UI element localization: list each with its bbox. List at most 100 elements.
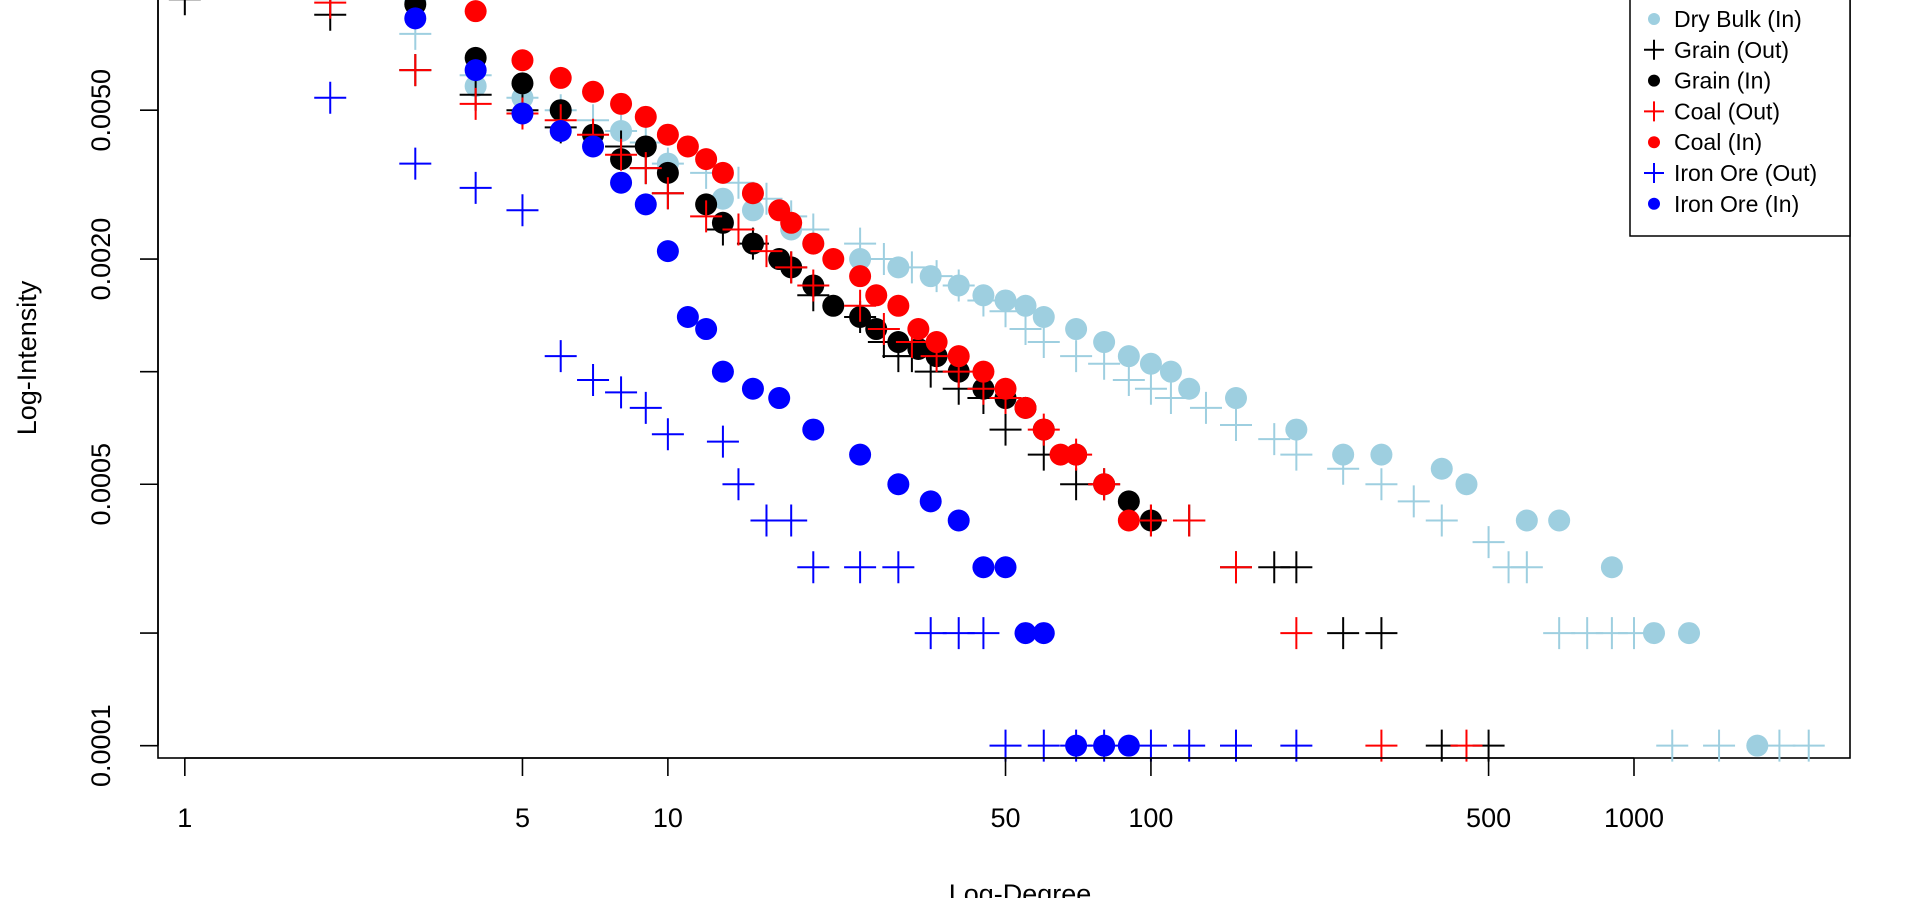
data-point [399,147,432,180]
data-point [967,617,1000,650]
data-point [1027,326,1060,359]
data-point [656,240,679,263]
data-point [399,54,432,87]
data-point [844,289,877,322]
data-point [989,729,1022,762]
data-point [802,232,825,255]
data-marks [168,0,1825,762]
data-point [1365,617,1398,650]
data-point [797,269,830,302]
legend-marker-circle [1648,74,1660,87]
data-point [919,490,942,513]
data-point [722,213,755,246]
data-point [925,331,948,354]
data-point [741,377,764,400]
legend-marker-plus [1644,101,1664,122]
legend-item: Grain (Out) [1644,37,1789,63]
data-point [549,119,572,142]
data-point [1280,438,1313,471]
data-point [168,0,201,16]
data-point [459,171,492,204]
data-point [1093,473,1116,496]
legend-label: Iron Ore (In) [1674,191,1799,217]
data-point [695,318,718,341]
data-point [1117,345,1140,368]
data-point [947,345,970,368]
data-point [1656,729,1689,762]
y-tick-label: 0.0001 [86,704,116,787]
legend-item: Coal (Out) [1644,98,1780,124]
data-point [656,161,679,184]
data-point [865,284,888,307]
data-point [849,248,872,271]
data-point [1746,734,1769,757]
x-tick-label: 500 [1466,803,1511,833]
data-point [994,377,1017,400]
data-point [1178,377,1201,400]
data-point [695,148,718,171]
legend-item: Dry Bulk (In) [1648,6,1802,32]
data-point [1425,504,1458,537]
data-point [711,187,734,210]
data-point [404,7,427,30]
data-point [768,387,791,410]
legend-item: Coal (In) [1648,129,1762,155]
data-point [577,363,610,396]
data-point [1014,396,1037,419]
data-point [1117,509,1140,532]
data-point [1032,418,1055,441]
data-point [506,194,539,227]
data-point [822,248,845,271]
data-point [651,177,684,210]
data-point [1678,622,1701,645]
data-point [914,617,947,650]
data-point [1014,622,1037,645]
legend-item: Iron Ore (Out) [1644,160,1817,186]
data-point [634,105,657,128]
data-point [887,473,910,496]
data-point [511,72,534,95]
data-point [1009,313,1042,346]
legend-marker-circle [1648,13,1660,25]
data-point [1548,509,1571,532]
data-point [459,87,492,120]
legend-marker-plus [1644,163,1664,183]
data-point [775,251,808,284]
data-point [1027,729,1060,762]
data-point [887,294,910,317]
data-point [511,49,534,72]
data-point [1285,418,1308,441]
data-point [610,171,633,194]
data-point [1510,551,1543,584]
data-point [549,66,572,89]
data-point [887,256,910,279]
data-point [1280,729,1313,762]
data-point [1258,423,1291,456]
x-tick-label: 1 [177,803,192,833]
series-coal-in [464,0,1140,532]
data-point [741,182,764,205]
data-point [1365,468,1398,501]
y-tick-label: 0.0005 [86,443,116,526]
data-point [1088,347,1121,380]
data-point [711,360,734,383]
data-point [711,161,734,184]
data-point [610,92,633,115]
data-point [972,360,995,383]
data-point [741,232,764,255]
data-point [1065,318,1088,341]
data-point [947,509,970,532]
data-point [634,135,657,158]
data-point [775,504,808,537]
data-point [1065,443,1088,466]
data-point [849,265,872,288]
data-point [1093,734,1116,757]
data-point [822,294,845,317]
data-point [780,211,803,234]
data-point [656,123,679,146]
data-point [1112,363,1145,396]
legend-label: Dry Bulk (In) [1674,6,1802,32]
data-point [989,413,1022,446]
data-point [1134,729,1167,762]
data-point [741,199,764,222]
